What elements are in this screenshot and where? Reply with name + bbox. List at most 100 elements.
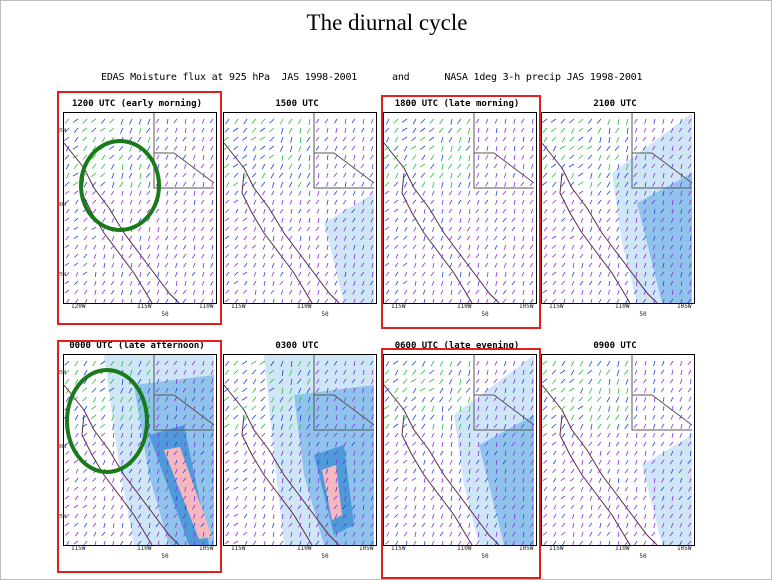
flux-vector <box>209 513 214 519</box>
flux-vector <box>561 280 566 285</box>
flux-vector <box>624 172 629 178</box>
flux-vector <box>485 163 489 169</box>
flux-vector <box>165 468 169 474</box>
flux-vector <box>297 405 302 412</box>
flux-vector <box>551 441 557 446</box>
flux-vector <box>420 199 426 203</box>
flux-vector <box>384 208 390 213</box>
flux-vector <box>662 450 665 456</box>
flux-vector <box>393 154 399 160</box>
flux-vector <box>326 127 329 133</box>
flux-vector <box>412 450 417 456</box>
flux-vector <box>395 253 399 259</box>
flux-vector <box>503 531 507 537</box>
flux-vector <box>529 540 534 545</box>
flux-vector <box>315 226 320 232</box>
flux-vector <box>235 423 239 430</box>
flux-vector <box>570 414 575 421</box>
flux-vector <box>644 181 647 188</box>
flux-vector <box>543 504 548 510</box>
flux-vector <box>430 495 435 501</box>
flux-vector <box>307 504 311 510</box>
flux-vector <box>253 199 257 205</box>
flux-vector <box>326 172 329 178</box>
flux-vector <box>234 468 239 473</box>
flux-vector <box>299 531 302 537</box>
flux-vector <box>634 360 638 366</box>
panel-title: 0900 UTC <box>593 341 637 351</box>
map-panel: 0300 UTC 115W 110W 105W 50 <box>219 341 377 560</box>
flux-vector <box>65 468 70 473</box>
flux-vector <box>485 387 489 393</box>
flux-vector <box>615 414 620 421</box>
flux-vector <box>521 396 525 402</box>
flux-vector <box>459 441 462 447</box>
flux-vector <box>251 118 257 124</box>
flux-vector <box>441 486 444 492</box>
flux-vector <box>543 387 548 394</box>
flux-vector <box>335 405 338 411</box>
flux-vector <box>306 280 311 286</box>
flux-vector <box>448 271 453 277</box>
flux-vector <box>607 468 611 474</box>
flux-vector <box>121 378 124 385</box>
flux-vector <box>588 262 593 268</box>
flux-vector <box>91 486 97 491</box>
flux-vector <box>402 423 408 429</box>
flux-vector <box>139 253 142 260</box>
flux-vector <box>317 280 320 286</box>
flux-vector <box>624 486 629 492</box>
flux-vector <box>615 504 620 510</box>
flux-vector <box>661 235 665 241</box>
flux-vector <box>616 522 620 528</box>
flux-vector <box>64 504 70 509</box>
flux-vector <box>307 396 311 403</box>
flux-vector <box>128 253 133 259</box>
flux-vector <box>262 289 266 295</box>
flux-vector <box>335 127 338 133</box>
flux-vector <box>252 486 257 492</box>
flux-vector <box>166 118 169 124</box>
flux-vector <box>252 459 257 465</box>
flux-vector <box>626 208 629 214</box>
flux-vector <box>157 244 160 250</box>
flux-vector <box>457 253 462 259</box>
flux-vector <box>660 217 665 223</box>
flux-vector <box>542 477 548 482</box>
flux-vector <box>384 127 390 133</box>
flux-vector <box>608 477 611 484</box>
flux-vector <box>360 172 365 178</box>
flux-vector <box>253 190 257 196</box>
flux-vector <box>441 271 444 278</box>
flux-vector <box>671 495 674 501</box>
flux-vector <box>156 531 160 537</box>
flux-vector <box>412 190 417 196</box>
flux-vector <box>512 396 516 402</box>
flux-vector <box>563 298 566 303</box>
flux-vector <box>485 468 489 474</box>
flux-vector <box>608 405 611 412</box>
flux-vector <box>484 208 489 214</box>
flux-vector <box>165 423 169 429</box>
flux-vector <box>344 118 347 124</box>
flux-vector <box>495 441 498 448</box>
flux-vector <box>598 387 602 394</box>
flux-vector <box>174 172 178 178</box>
flux-vector <box>224 540 230 545</box>
flux-vector <box>75 298 79 303</box>
flux-vector <box>65 235 70 241</box>
flux-vector <box>182 513 187 519</box>
flux-vector <box>280 226 284 232</box>
flux-vector <box>251 172 257 178</box>
flux-vector <box>652 271 656 277</box>
flux-vector <box>147 531 151 537</box>
flux-vector <box>157 163 160 169</box>
flux-vector <box>513 163 516 169</box>
flux-vector <box>64 127 70 133</box>
flux-vector <box>137 378 142 385</box>
flux-vector <box>476 217 480 223</box>
flux-vector <box>353 459 356 465</box>
flux-vector <box>617 253 620 259</box>
flux-vector <box>543 459 548 464</box>
flux-vector <box>130 298 133 303</box>
